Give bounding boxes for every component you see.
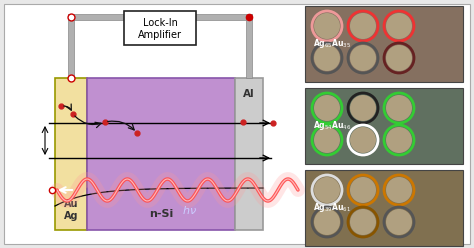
Circle shape [386, 127, 412, 153]
Circle shape [314, 127, 340, 153]
Text: Au
Ag: Au Ag [64, 199, 78, 221]
Bar [305, 88, 463, 164]
Circle shape [386, 95, 412, 121]
Circle shape [386, 13, 412, 39]
Circle shape [386, 177, 412, 203]
Circle shape [350, 13, 376, 39]
Bar [87, 78, 235, 230]
Circle shape [314, 177, 340, 203]
Bar [68, 14, 74, 78]
Bar [246, 14, 252, 78]
Text: Ag$_{39}$Au$_{61}$: Ag$_{39}$Au$_{61}$ [313, 201, 351, 215]
Text: Ag$_{54}$Au$_{46}$: Ag$_{54}$Au$_{46}$ [313, 120, 351, 132]
Circle shape [350, 127, 376, 153]
FancyBboxPatch shape [124, 11, 196, 45]
Circle shape [350, 95, 376, 121]
Circle shape [350, 177, 376, 203]
Text: Lock-In: Lock-In [143, 18, 177, 28]
Circle shape [350, 45, 376, 71]
Bar [305, 6, 463, 82]
Bar [235, 78, 263, 230]
Circle shape [314, 209, 340, 235]
Circle shape [314, 45, 340, 71]
Circle shape [386, 209, 412, 235]
Text: Amplifier: Amplifier [138, 30, 182, 40]
Bar [55, 78, 87, 230]
Text: Al: Al [243, 89, 255, 99]
Text: Ag$_{65}$Au$_{35}$: Ag$_{65}$Au$_{35}$ [313, 37, 351, 51]
Text: $h\nu$: $h\nu$ [182, 204, 197, 216]
Circle shape [386, 45, 412, 71]
Circle shape [314, 95, 340, 121]
Bar [305, 170, 463, 246]
Text: n-Si: n-Si [149, 209, 173, 219]
Bar [68, 14, 252, 20]
Circle shape [350, 209, 376, 235]
Circle shape [314, 13, 340, 39]
